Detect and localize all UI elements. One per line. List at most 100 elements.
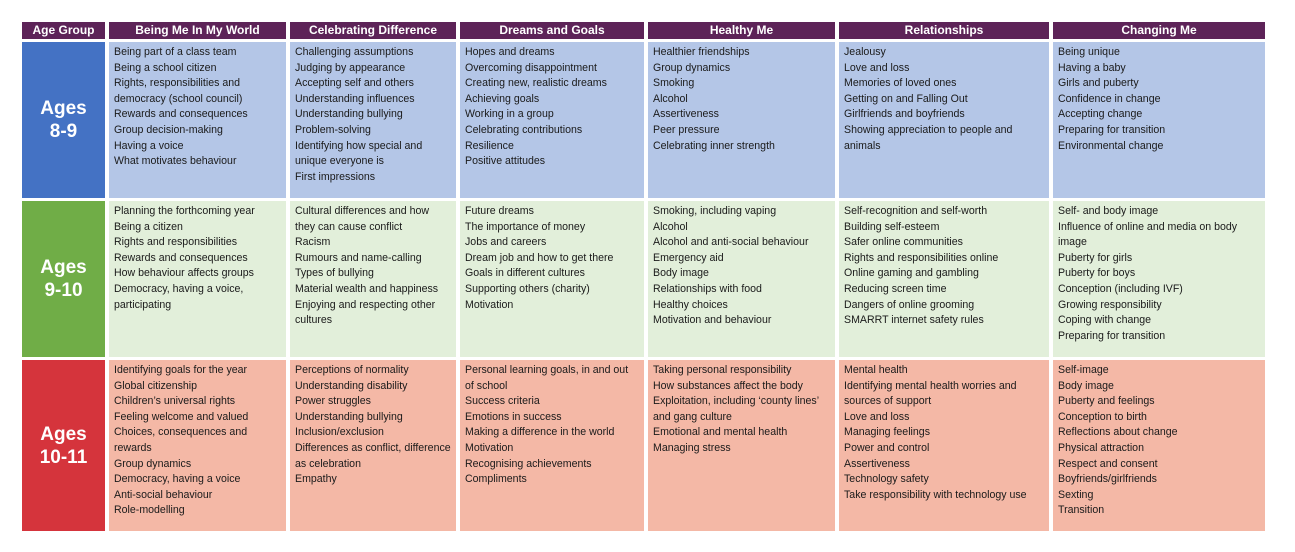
topic-item: Physical attraction xyxy=(1058,441,1144,454)
topic-item: Preparing for transition xyxy=(1058,123,1166,136)
topic-item: Getting on and Falling Out xyxy=(844,92,968,105)
topic-item: Conception to birth xyxy=(1058,410,1147,423)
topic-item: Assertiveness xyxy=(844,457,910,470)
topic-item: Rights, responsibilities and democracy (… xyxy=(114,77,243,105)
topic-item: Reducing screen time xyxy=(844,282,947,295)
topic-cell: Self- and body image Influence of online … xyxy=(1053,201,1265,357)
header-age-group: Age Group xyxy=(22,22,105,39)
topic-item: SMARRT internet safety rules xyxy=(844,314,984,327)
topic-item: Overcoming disappointment xyxy=(465,61,597,74)
header-column: Celebrating Difference xyxy=(290,22,456,39)
topic-cell: Challenging assumptions Judging by appear… xyxy=(290,42,456,198)
topic-item: Sexting xyxy=(1058,488,1094,501)
topic-item: Understanding influences xyxy=(295,92,415,105)
topic-item: Take responsibility with technology use xyxy=(844,488,1027,501)
topic-cell: Mental health Identifying mental health w… xyxy=(839,360,1049,531)
topic-item: Hopes and dreams xyxy=(465,46,555,58)
topic-item: Anti-social behaviour xyxy=(114,488,213,501)
topic-item: Puberty for girls xyxy=(1058,251,1133,264)
topic-item: Cultural differences and how they can ca… xyxy=(295,205,430,233)
topic-item: First impressions xyxy=(295,170,376,183)
header-column: Being Me In My World xyxy=(109,22,286,39)
topic-item: Influence of online and media on body im… xyxy=(1058,220,1238,249)
topic-item: Peer pressure xyxy=(653,123,720,136)
topic-item: Body image xyxy=(653,267,709,280)
topic-item: Feeling welcome and valued xyxy=(114,410,249,423)
topic-item: Rights and responsibilities xyxy=(114,236,238,249)
topic-cell: Self-recognition and self-worth Building … xyxy=(839,201,1049,357)
topic-item: Love and loss xyxy=(844,61,910,74)
topic-item: Supporting others (charity) xyxy=(465,282,590,295)
topic-cell: Future dreams The importance of money Jobs… xyxy=(460,201,644,357)
topic-item: Understanding disability xyxy=(295,379,408,392)
topic-item: Motivation xyxy=(465,441,514,454)
topic-item: Recognising achievements xyxy=(465,457,592,470)
header-column: Dreams and Goals xyxy=(460,22,644,39)
age-label: Ages 10-11 xyxy=(40,423,88,469)
topic-cell: Taking personal responsibility How substa… xyxy=(648,360,835,531)
topic-item: Being part of a class team xyxy=(114,46,237,58)
topic-item: Safer online communities xyxy=(844,236,963,249)
topic-item: Judging by appearance xyxy=(295,61,406,74)
topic-item: Motivation xyxy=(465,298,514,311)
topic-item: Success criteria xyxy=(465,395,540,408)
topic-item: Material wealth and happiness xyxy=(295,282,439,295)
topic-item: Achieving goals xyxy=(465,92,540,105)
topic-item: Being unique xyxy=(1058,46,1120,58)
topic-item: Alcohol and anti-social behaviour xyxy=(653,236,809,249)
topic-item: Online gaming and gambling xyxy=(844,267,979,280)
topic-item: Rewards and consequences xyxy=(114,251,248,264)
topic-item: Types of bullying xyxy=(295,267,374,280)
topic-item: Democracy, having a voice xyxy=(114,473,241,486)
topic-item: Perceptions of normality xyxy=(295,364,409,376)
topic-item: Healthier friendships xyxy=(653,46,750,58)
topic-item: What motivates behaviour xyxy=(114,155,237,168)
topic-item: Healthy choices xyxy=(653,298,728,311)
topic-item: Self- and body image xyxy=(1058,205,1159,217)
topic-item: Personal learning goals, in and out of s… xyxy=(465,364,629,392)
topic-item: Group dynamics xyxy=(114,457,192,470)
topic-item: Showing appreciation to people and anima… xyxy=(844,123,1013,152)
topic-item: Positive attitudes xyxy=(465,155,546,168)
age-group-label: Ages 8-9 xyxy=(22,42,105,198)
topic-item: Assertiveness xyxy=(653,108,719,121)
topic-item: Respect and consent xyxy=(1058,457,1158,470)
topic-cell: Self-image Body image Puberty and feelings… xyxy=(1053,360,1265,531)
topic-item: Boyfriends/girlfriends xyxy=(1058,473,1157,486)
age-label-line2: 8-9 xyxy=(49,121,78,142)
topic-item: Emotional and mental health xyxy=(653,426,788,439)
topic-item: Children’s universal rights xyxy=(114,395,236,408)
topic-item: Group decision-making xyxy=(114,123,223,136)
topic-item: Power and control xyxy=(844,441,930,454)
topic-item: Understanding bullying xyxy=(295,410,403,423)
topic-cell: Personal learning goals, in and out of s… xyxy=(460,360,644,531)
topic-item: Resilience xyxy=(465,139,514,152)
age-label-line2: 10-11 xyxy=(39,446,88,468)
topic-item: Conception (including IVF) xyxy=(1058,282,1183,295)
topic-item: Celebrating inner strength xyxy=(653,139,775,152)
topic-item: Problem-solving xyxy=(295,123,371,136)
topic-item: Power struggles xyxy=(295,395,371,408)
topic-item: Mental health xyxy=(844,364,908,376)
age-group-label: Ages 9-10 xyxy=(22,201,105,357)
topic-item: Compliments xyxy=(465,473,527,486)
topic-item: Managing feelings xyxy=(844,426,930,439)
topic-item: Environmental change xyxy=(1058,139,1164,152)
topic-item: Puberty for boys xyxy=(1058,267,1136,280)
topic-item: Alcohol xyxy=(653,220,688,233)
header-column: Healthy Me xyxy=(648,22,835,39)
topic-item: Understanding bullying xyxy=(295,108,403,121)
topic-item: Enjoying and respecting other cultures xyxy=(295,298,436,327)
topic-item: Identifying mental health worries and so… xyxy=(844,379,1017,408)
topic-item: Jealousy xyxy=(844,46,886,58)
topic-cell: Healthier friendships Group dynamics Smoki… xyxy=(648,42,835,198)
topic-cell: Planning the forthcoming year Being a cit… xyxy=(109,201,286,357)
age-label-line1: Ages xyxy=(40,257,87,278)
topic-item: Goals in different cultures xyxy=(465,267,585,280)
age-label-line1: Ages xyxy=(40,98,87,119)
topic-item: Identifying goals for the year xyxy=(114,364,248,376)
curriculum-table: Age Group Being Me In My World Celebrating… xyxy=(22,22,1265,531)
topic-item: Puberty and feelings xyxy=(1058,395,1155,408)
topic-item: Coping with change xyxy=(1058,314,1152,327)
topic-item: Global citizenship xyxy=(114,379,198,392)
